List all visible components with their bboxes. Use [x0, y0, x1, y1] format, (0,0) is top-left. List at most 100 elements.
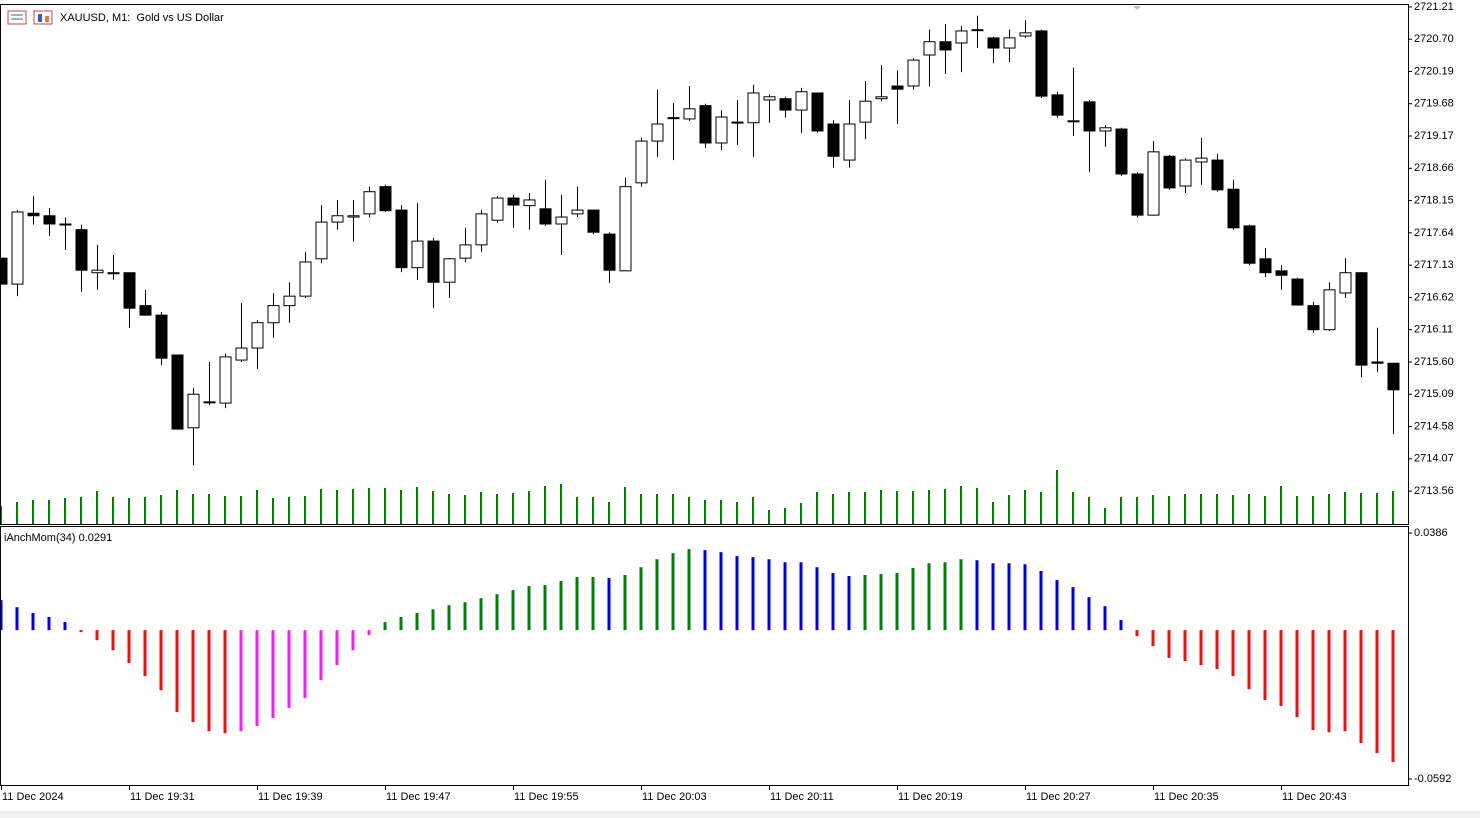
y-tick-label: 2720.70 — [1414, 33, 1454, 45]
price-plot — [1, 15, 1400, 524]
candle-body — [235, 347, 248, 361]
candle-body — [875, 96, 888, 100]
candle-body — [699, 105, 712, 144]
y-tick-label: 2717.64 — [1414, 227, 1454, 239]
candle-body — [571, 209, 584, 215]
candle-body — [1115, 128, 1128, 175]
candle-body — [283, 295, 296, 307]
candle-body — [1099, 127, 1112, 132]
candle-body — [1003, 37, 1016, 49]
candle-body — [667, 117, 680, 120]
candle-body — [459, 244, 472, 259]
candle-body — [75, 229, 88, 271]
shift-marker — [1133, 6, 1141, 10]
candle-body — [443, 258, 456, 283]
y-tick-label: 2715.09 — [1414, 388, 1454, 400]
x-tick-label: 11 Dec 20:19 — [898, 791, 963, 803]
candle-body — [779, 98, 792, 111]
candle-body — [475, 213, 488, 246]
candle-body — [955, 30, 968, 44]
x-tick-label: 11 Dec 19:39 — [258, 791, 323, 803]
icon — [33, 10, 53, 25]
candle-body — [651, 123, 664, 142]
y-tick-label: 2714.07 — [1414, 453, 1454, 465]
candle-body — [267, 305, 280, 324]
x-tick-label: 11 Dec 20:27 — [1026, 791, 1091, 803]
candle-body — [123, 272, 136, 309]
icon — [7, 10, 27, 25]
y-tick-label: 2719.68 — [1414, 98, 1454, 110]
x-tick-label: 11 Dec 19:47 — [386, 791, 451, 803]
y-tick-label: 2716.11 — [1414, 324, 1453, 336]
candle-body — [139, 305, 152, 316]
candle-body — [811, 92, 824, 132]
y-tick-label: 2718.66 — [1414, 162, 1454, 174]
main-panel — [0, 4, 1409, 525]
icon-bar — [38, 14, 42, 22]
candle-body — [1, 257, 8, 285]
candle-body — [923, 41, 936, 56]
candle-body — [683, 108, 696, 120]
candle-body — [1355, 272, 1368, 366]
y-tick-label: 2716.62 — [1414, 291, 1454, 303]
candle-body — [1227, 188, 1240, 229]
candle-body — [331, 215, 344, 223]
candle-body — [795, 91, 808, 111]
candle-body — [619, 186, 632, 272]
candle-body — [11, 211, 24, 285]
candle-body — [1211, 159, 1224, 191]
candle-body — [299, 261, 312, 297]
x-tick-label: 11 Dec 19:55 — [514, 791, 579, 803]
candle-body — [91, 269, 104, 274]
indicator-panel — [0, 526, 1409, 786]
y-tick-label: -0.0592 — [1414, 773, 1451, 785]
y-tick-label: 2718.15 — [1414, 194, 1454, 206]
y-tick-label: 0.0386 — [1414, 527, 1448, 539]
y-tick-label: 2719.17 — [1414, 130, 1454, 142]
candle-body — [1147, 151, 1160, 216]
candle-body — [363, 191, 376, 215]
chart-title: XAUUSD, M1: Gold vs US Dollar — [60, 12, 224, 24]
candle-body — [1083, 101, 1096, 132]
candle-body — [1179, 159, 1192, 187]
candle-body — [891, 85, 904, 90]
candle-body — [107, 272, 120, 275]
indicator-title: iAnchMom(34) 0.0291 — [4, 532, 112, 544]
candle-body — [1035, 30, 1048, 97]
candle-body — [315, 221, 328, 260]
candle-body — [1259, 258, 1272, 274]
candle-body — [411, 240, 424, 269]
candle-body — [907, 59, 920, 87]
candle-body — [427, 240, 440, 283]
status-strip — [0, 811, 1480, 818]
candle-body — [971, 29, 984, 32]
candle-body — [1275, 270, 1288, 276]
candle-body — [1195, 157, 1208, 163]
y-tick-label: 2720.19 — [1414, 65, 1454, 77]
candle-body — [27, 212, 40, 217]
x-tick-label: 11 Dec 20:11 — [770, 791, 834, 803]
x-tick-label: 11 Dec 19:31 — [130, 791, 195, 803]
candle-body — [203, 401, 216, 404]
candle-body — [59, 223, 72, 226]
candle-body — [187, 393, 200, 429]
y-tick-label: 2715.60 — [1414, 356, 1454, 368]
candle-body — [1243, 225, 1256, 264]
candle-body — [1371, 361, 1384, 364]
indicator-plot — [1, 549, 1395, 763]
candle-body — [635, 140, 648, 184]
y-tick-label: 2717.13 — [1414, 259, 1454, 271]
candle-body — [1019, 32, 1032, 37]
candle-body — [731, 121, 744, 124]
candle-body — [251, 322, 264, 349]
candle-body — [939, 41, 952, 51]
candle-body — [1307, 305, 1320, 331]
candle-body — [347, 215, 360, 218]
candle-body — [155, 314, 168, 359]
x-tick-label: 11 Dec 20:35 — [1154, 791, 1219, 803]
icon-bar — [45, 16, 49, 22]
candle-body — [379, 186, 392, 212]
